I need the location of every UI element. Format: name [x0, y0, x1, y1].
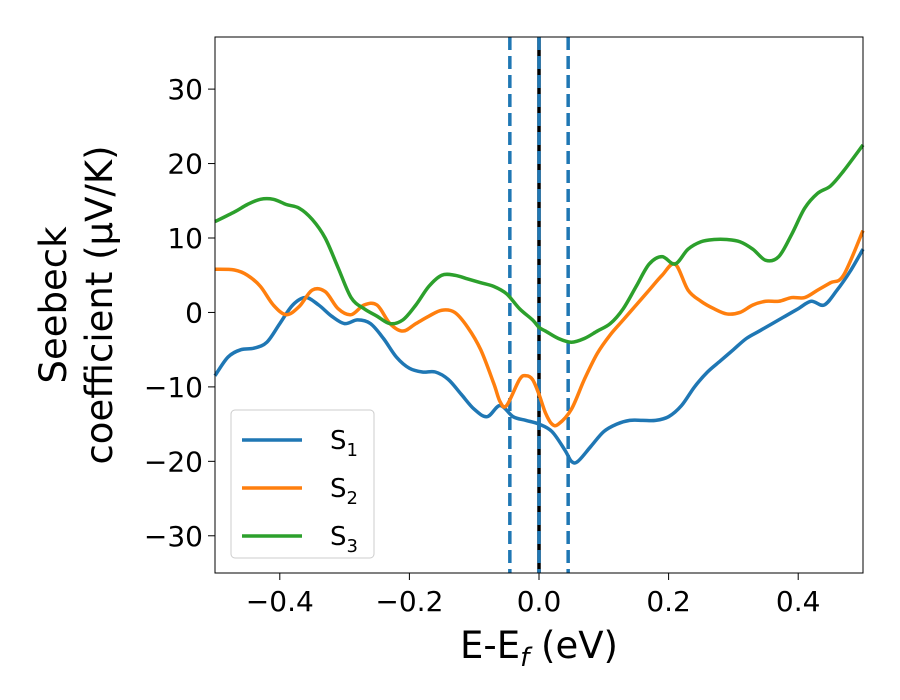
y-tick-label: 20 [167, 148, 203, 181]
y-tick-label: 10 [167, 222, 203, 255]
ticks: −0.4 −0.2 0.0 0.2 0.4 −30 −20 −10 0 10 20 30 [144, 73, 821, 618]
reference-lines [508, 37, 570, 573]
x-tick-label: 0.2 [646, 585, 691, 618]
y-tick-label: 0 [185, 296, 203, 329]
series-lines [213, 143, 865, 465]
legend-label-s3: S3 [330, 522, 358, 557]
x-tick-label: −0.2 [375, 585, 443, 618]
legend: S1 S2 S3 [230, 409, 375, 559]
plot-frame [214, 36, 864, 574]
y-tick-label: −30 [144, 520, 203, 553]
legend-label-s1: S1 [330, 426, 358, 461]
x-tick-label: 0.0 [517, 585, 562, 618]
x-axis-label: E-Ef (eV) [460, 624, 618, 673]
y-tick-label: −10 [144, 371, 203, 404]
y-tick-label: 30 [167, 73, 203, 106]
y-tick-label: −20 [144, 445, 203, 478]
series-line-s2 [214, 229, 865, 428]
x-tick-label: −0.4 [246, 585, 314, 618]
legend-label-s2: S2 [330, 474, 358, 509]
series-line-s3 [214, 143, 865, 344]
x-tick-label: 0.4 [776, 585, 821, 618]
series-line-s1 [213, 248, 865, 465]
y-axis-label-line2: coefficient (μV/K) [78, 145, 121, 464]
legend-box [230, 409, 375, 559]
y-axis-label-line1: Seebeck [32, 226, 75, 384]
